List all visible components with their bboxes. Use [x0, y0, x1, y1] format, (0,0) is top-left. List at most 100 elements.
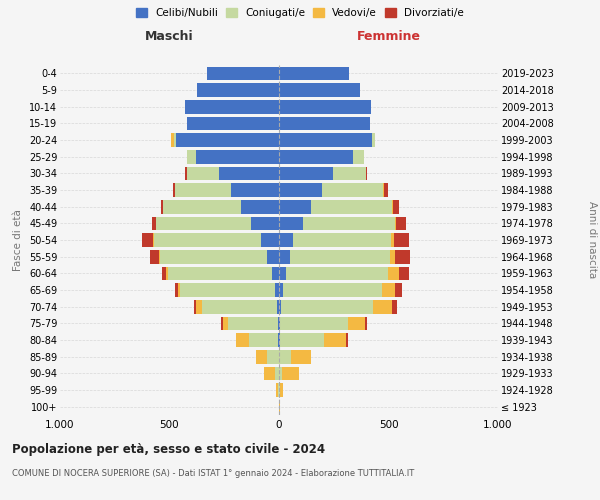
Bar: [279, 266, 388, 280]
Bar: [279, 200, 393, 213]
Bar: [279, 216, 396, 230]
Bar: [185, 100, 279, 114]
Bar: [175, 283, 279, 297]
Bar: [279, 150, 364, 164]
Bar: [207, 66, 279, 80]
Bar: [279, 400, 280, 413]
Bar: [207, 66, 279, 80]
Bar: [279, 316, 280, 330]
Bar: [178, 283, 279, 297]
Bar: [279, 300, 373, 314]
Bar: [279, 250, 395, 264]
Bar: [187, 116, 279, 130]
Bar: [279, 366, 299, 380]
Text: Femmine: Femmine: [356, 30, 421, 43]
Bar: [175, 183, 279, 197]
Bar: [158, 250, 279, 264]
Bar: [279, 333, 324, 347]
Bar: [166, 266, 279, 280]
Bar: [197, 83, 279, 97]
Bar: [279, 100, 371, 114]
Bar: [236, 333, 279, 347]
Bar: [173, 183, 279, 197]
Bar: [279, 83, 359, 97]
Bar: [163, 200, 279, 213]
Bar: [279, 350, 311, 364]
Bar: [279, 266, 409, 280]
Bar: [279, 83, 359, 97]
Bar: [279, 250, 390, 264]
Y-axis label: Fasce di età: Fasce di età: [13, 209, 23, 271]
Bar: [279, 183, 322, 197]
Bar: [160, 250, 279, 264]
Bar: [227, 316, 279, 330]
Bar: [272, 266, 279, 280]
Bar: [279, 266, 398, 280]
Bar: [279, 166, 334, 180]
Bar: [279, 66, 349, 80]
Bar: [279, 316, 348, 330]
Bar: [279, 66, 349, 80]
Bar: [267, 250, 279, 264]
Bar: [162, 266, 279, 280]
Bar: [187, 116, 279, 130]
Bar: [279, 383, 283, 397]
Bar: [279, 83, 359, 97]
Bar: [279, 83, 359, 97]
Bar: [279, 350, 292, 364]
Bar: [221, 316, 279, 330]
Bar: [196, 300, 279, 314]
Bar: [279, 250, 290, 264]
Bar: [279, 66, 349, 80]
Bar: [266, 350, 279, 364]
Bar: [171, 133, 279, 147]
Bar: [279, 383, 283, 397]
Bar: [279, 233, 293, 247]
Bar: [197, 83, 279, 97]
Bar: [279, 166, 366, 180]
Bar: [279, 283, 401, 297]
Bar: [181, 283, 279, 297]
Text: Maschi: Maschi: [145, 30, 194, 43]
Bar: [262, 233, 279, 247]
Bar: [279, 283, 395, 297]
Bar: [277, 300, 279, 314]
Bar: [279, 216, 406, 230]
Bar: [142, 233, 279, 247]
Bar: [279, 183, 383, 197]
Bar: [279, 100, 371, 114]
Bar: [279, 133, 375, 147]
Bar: [279, 200, 311, 213]
Bar: [241, 200, 279, 213]
Bar: [187, 150, 279, 164]
Bar: [276, 383, 279, 397]
Bar: [279, 366, 299, 380]
Bar: [275, 283, 279, 297]
Bar: [279, 100, 371, 114]
Bar: [163, 200, 279, 213]
Bar: [278, 333, 279, 347]
Bar: [207, 66, 279, 80]
Bar: [279, 233, 394, 247]
Bar: [157, 216, 279, 230]
Bar: [279, 116, 370, 130]
Bar: [197, 83, 279, 97]
Bar: [175, 133, 279, 147]
Bar: [279, 150, 364, 164]
Bar: [256, 350, 279, 364]
Bar: [185, 100, 279, 114]
Bar: [276, 383, 279, 397]
Bar: [279, 300, 397, 314]
Bar: [207, 66, 279, 80]
Bar: [187, 116, 279, 130]
Bar: [279, 266, 286, 280]
Bar: [279, 400, 280, 413]
Bar: [194, 300, 279, 314]
Text: COMUNE DI NOCERA SUPERIORE (SA) - Dati ISTAT 1° gennaio 2024 - Elaborazione TUTT: COMUNE DI NOCERA SUPERIORE (SA) - Dati I…: [12, 469, 414, 478]
Bar: [197, 83, 279, 97]
Bar: [279, 116, 370, 130]
Bar: [279, 283, 283, 297]
Legend: Celibi/Nubili, Coniugati/e, Vedovi/e, Divorziati/e: Celibi/Nubili, Coniugati/e, Vedovi/e, Di…: [133, 5, 467, 21]
Bar: [278, 383, 279, 397]
Bar: [279, 183, 385, 197]
